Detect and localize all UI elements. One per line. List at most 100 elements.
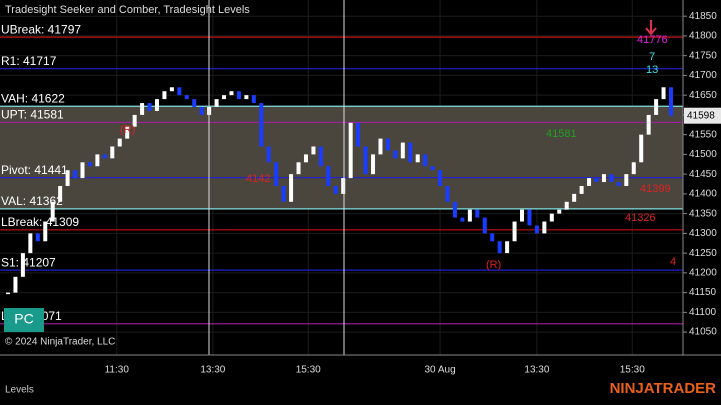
candle bbox=[371, 154, 376, 175]
y-tick-label: 41350 bbox=[689, 208, 717, 219]
level-label: LBreak: 41309 bbox=[1, 215, 79, 229]
x-tick-label: 11:30 bbox=[105, 365, 130, 376]
candle bbox=[341, 178, 346, 194]
candle bbox=[140, 103, 145, 115]
level-label: VAH: 41622 bbox=[1, 91, 65, 105]
y-tick-label: 41500 bbox=[689, 149, 717, 160]
candle bbox=[303, 154, 308, 163]
tab[interactable]: Levels bbox=[5, 385, 34, 396]
candle bbox=[527, 209, 532, 226]
candle bbox=[601, 174, 606, 183]
pc-button[interactable] bbox=[4, 308, 44, 332]
candle bbox=[259, 103, 264, 147]
annotation: 41776 bbox=[637, 34, 668, 46]
level-label: UBreak: 41797 bbox=[1, 22, 81, 36]
y-tick-label: 41650 bbox=[689, 90, 717, 101]
y-tick-label: 41100 bbox=[689, 307, 717, 318]
candle bbox=[102, 154, 107, 159]
candle bbox=[661, 87, 666, 100]
candle bbox=[564, 201, 569, 210]
candle bbox=[430, 166, 435, 171]
candle bbox=[229, 91, 234, 96]
candle bbox=[520, 209, 525, 222]
candle bbox=[35, 233, 40, 242]
candle bbox=[631, 162, 636, 175]
candle bbox=[378, 138, 383, 155]
candle bbox=[318, 146, 323, 167]
candle bbox=[415, 154, 420, 163]
candle bbox=[311, 146, 316, 155]
candle bbox=[199, 107, 204, 115]
candle bbox=[587, 178, 592, 186]
candle bbox=[400, 142, 405, 159]
candle bbox=[244, 95, 249, 100]
candle bbox=[214, 99, 219, 108]
candle bbox=[549, 213, 554, 222]
candle bbox=[445, 185, 450, 202]
candle bbox=[20, 253, 25, 277]
level-label: VAL: 41362 bbox=[1, 194, 63, 208]
candle bbox=[356, 122, 361, 147]
candle bbox=[646, 114, 651, 135]
candle bbox=[117, 138, 122, 147]
candle bbox=[80, 162, 85, 179]
annotation: (R) bbox=[120, 124, 135, 136]
annotation: 4 bbox=[670, 256, 676, 268]
candle bbox=[154, 99, 159, 111]
candle bbox=[132, 114, 137, 127]
candle bbox=[13, 276, 18, 293]
x-tick-label: 15:30 bbox=[296, 365, 321, 376]
level-label: UPT: 41581 bbox=[1, 108, 64, 122]
candle bbox=[512, 221, 517, 242]
annotation: 41581 bbox=[546, 128, 577, 140]
candle bbox=[616, 182, 621, 186]
level-label: R1: 41717 bbox=[1, 54, 57, 68]
candle bbox=[452, 201, 457, 218]
pc-button-label[interactable]: PC bbox=[14, 311, 33, 327]
level-label: Pivot: 41441 bbox=[1, 163, 68, 177]
annotation: 13 bbox=[646, 64, 658, 76]
logo: NINJATRADER bbox=[610, 380, 717, 397]
candle bbox=[594, 178, 599, 183]
annotation: 7 bbox=[649, 51, 655, 63]
candle bbox=[363, 146, 368, 175]
annotation: (R) bbox=[486, 259, 501, 271]
candle bbox=[393, 150, 398, 159]
candle bbox=[460, 217, 465, 222]
candle bbox=[274, 162, 279, 186]
y-tick-label: 41050 bbox=[689, 327, 717, 338]
y-tick-label: 41550 bbox=[689, 129, 717, 140]
candle bbox=[385, 138, 390, 151]
candle bbox=[87, 162, 92, 167]
x-tick-label: 30 Aug bbox=[424, 365, 455, 376]
candle bbox=[192, 99, 197, 108]
candle bbox=[348, 122, 353, 179]
candle bbox=[438, 170, 443, 186]
candle bbox=[639, 134, 644, 163]
candle bbox=[169, 87, 174, 92]
candle bbox=[490, 233, 495, 242]
y-tick-label: 41750 bbox=[689, 50, 717, 61]
level-label: S1: 41207 bbox=[1, 255, 56, 269]
candle bbox=[467, 209, 472, 222]
y-tick-label: 41400 bbox=[689, 189, 717, 200]
y-tick-label: 41850 bbox=[689, 11, 717, 22]
y-tick-label: 41800 bbox=[689, 31, 717, 42]
candle bbox=[475, 209, 480, 218]
candle bbox=[95, 154, 100, 167]
candle bbox=[110, 146, 115, 159]
x-tick-label: 13:30 bbox=[524, 365, 549, 376]
candle bbox=[222, 95, 227, 100]
candle bbox=[73, 170, 78, 179]
y-tick-label: 41300 bbox=[689, 228, 717, 239]
candle bbox=[654, 99, 659, 115]
candle bbox=[408, 142, 413, 163]
candle bbox=[609, 174, 614, 183]
candle bbox=[236, 91, 241, 100]
candle bbox=[289, 174, 294, 202]
candle bbox=[43, 221, 48, 242]
candle bbox=[579, 185, 584, 194]
candle bbox=[65, 170, 70, 186]
candle bbox=[147, 103, 152, 111]
